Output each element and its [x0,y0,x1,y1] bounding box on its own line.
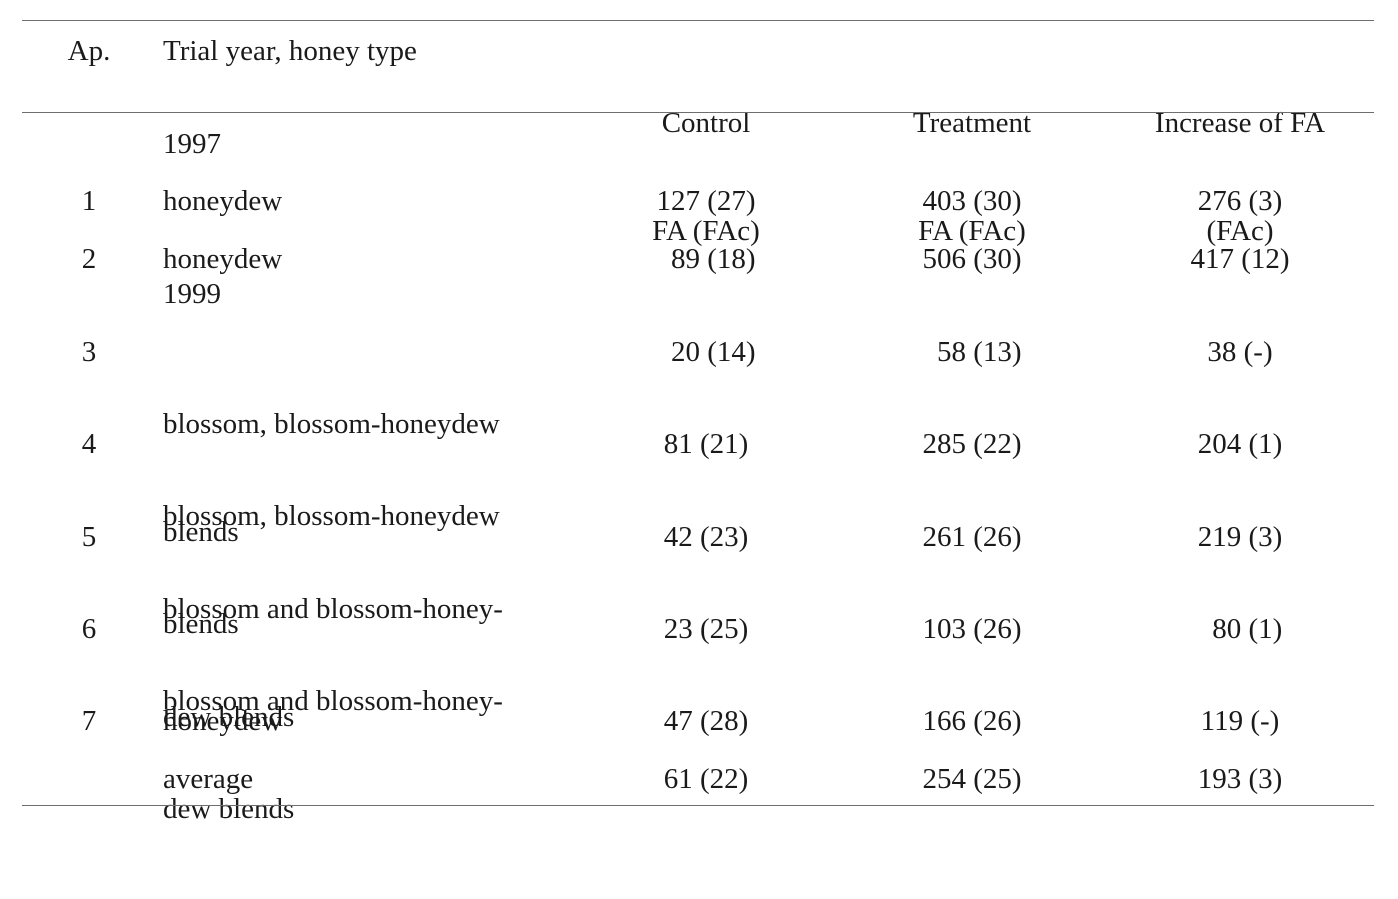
row-2-increase: 417 (12) [1190,243,1290,275]
header-treatment: Treatment FA (FAc) [872,33,1072,321]
row-4-treatment: 285 (22) [922,428,1022,460]
average-label: average [163,763,254,795]
row-2-type: honeydew [163,243,283,275]
row-5-type-line2: dew blends [163,701,295,733]
row-6-increase: 80 (1) [1197,613,1283,645]
row-6-type: blossom and blossom-honey- dew blends [163,611,583,899]
row-3-type: blossom, blossom-honeydew blends [163,334,583,622]
row-3-ap: 3 [81,336,97,368]
row-3-increase: 38 (-) [1207,336,1273,368]
row-1-control: 127 (27) [656,185,756,217]
header-treatment-line2: FA (FAc) [918,215,1026,247]
row-5-ap: 5 [81,521,97,553]
header-ap: Ap. [67,35,111,67]
bottom-rule [22,805,1374,806]
header-control-line2: FA (FAc) [652,215,760,247]
header-rule [22,112,1374,113]
row-6-ap: 6 [81,613,97,645]
header-treatment-line1: Treatment [912,107,1032,139]
row-7-control: 47 (28) [663,705,749,737]
row-1-ap: 1 [81,185,97,217]
row-7-treatment: 166 (26) [922,705,1022,737]
average-increase: 193 (3) [1197,763,1283,795]
header-control-line1: Control [661,107,751,139]
row-6-type-line2: dew blends [163,793,295,825]
row-6-treatment: 103 (26) [922,613,1022,645]
row-7-ap: 7 [81,705,97,737]
row-5-treatment: 261 (26) [922,521,1022,553]
row-5-type: blossom and blossom-honey- dew blends [163,519,583,807]
row-5-control: 42 (23) [663,521,749,553]
row-7-increase: 119 (-) [1200,705,1280,737]
row-3-treatment: 58 (13) [922,336,1022,368]
row-3-type-line2: blends [163,516,239,548]
average-treatment: 254 (25) [922,763,1022,795]
header-increase-line1: Increase of FA [1154,107,1326,139]
average-control: 61 (22) [663,763,749,795]
row-7-type: honeydew [163,705,283,737]
row-4-type-line1: blossom, blossom-honeydew [163,500,500,532]
row-4-increase: 204 (1) [1197,428,1283,460]
row-2-treatment: 506 (30) [922,243,1022,275]
row-5-type-line1: blossom and blossom-honey- [163,593,503,625]
row-3-type-line1: blossom, blossom-honeydew [163,408,500,440]
row-4-type: blossom, blossom-honeydew blends [163,426,583,714]
row-3-control: 20 (14) [656,336,756,368]
row-2-control: 89 (18) [656,243,756,275]
row-2-ap: 2 [81,243,97,275]
row-6-type-line1: blossom and blossom-honey- [163,685,503,717]
header-trial-year-honey-type: Trial year, honey type [163,35,417,67]
row-6-control: 23 (25) [663,613,749,645]
year-label-1997: 1997 [163,128,221,160]
header-control: Control FA (FAc) [606,33,806,321]
year-label-1999: 1999 [163,278,221,310]
row-4-ap: 4 [81,428,97,460]
top-rule [22,20,1374,21]
row-5-increase: 219 (3) [1197,521,1283,553]
row-4-control: 81 (21) [663,428,749,460]
row-4-type-line2: blends [163,608,239,640]
header-increase-line2: (FAc) [1206,215,1274,247]
header-increase: Increase of FA (FAc) [1140,33,1340,321]
row-1-type: honeydew [163,185,283,217]
row-1-treatment: 403 (30) [922,185,1022,217]
row-1-increase: 276 (3) [1197,185,1283,217]
